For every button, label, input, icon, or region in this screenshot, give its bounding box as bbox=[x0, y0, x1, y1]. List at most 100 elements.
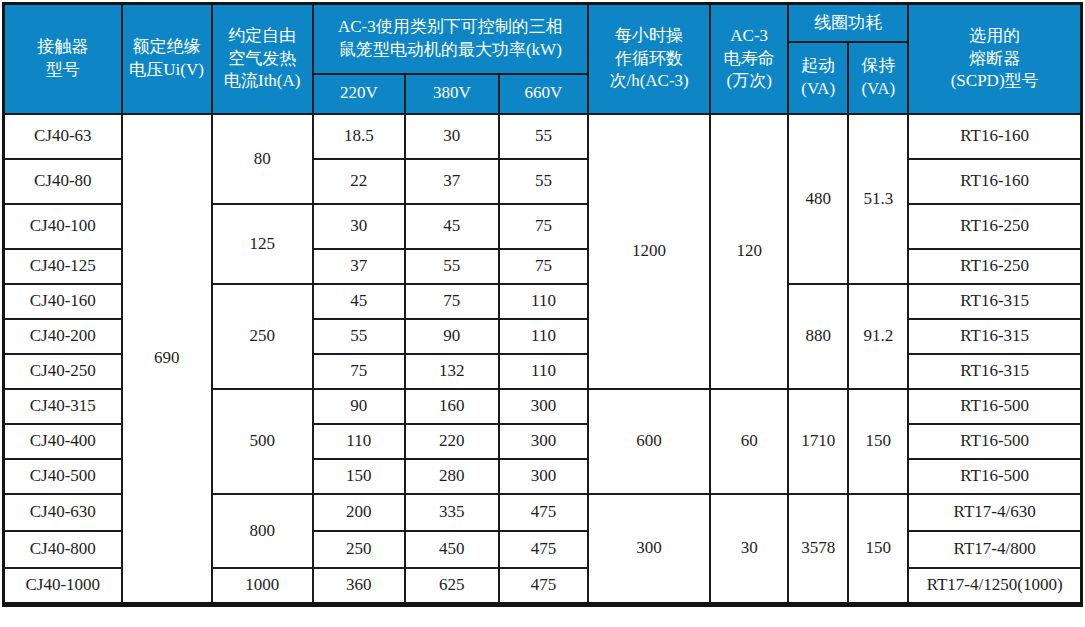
cell-fuse: RT16-250 bbox=[908, 204, 1081, 249]
cell-model: CJ40-200 bbox=[4, 319, 122, 354]
cell-fuse: RT16-500 bbox=[908, 424, 1081, 459]
cell-power-660: 300 bbox=[499, 389, 588, 424]
cell-power-660: 110 bbox=[499, 284, 588, 319]
cell-ith-group: 800 bbox=[212, 494, 313, 568]
cell-fuse: RT16-315 bbox=[908, 319, 1081, 354]
cell-fuse: RT17-4/800 bbox=[908, 531, 1081, 568]
header-coil-power: 线圈功耗 bbox=[788, 4, 908, 42]
table-body: CJ40-63 690 80 18.5 30 55 1200 120 480 5… bbox=[4, 114, 1082, 605]
cell-coil-hold-group: 51.3 bbox=[848, 114, 908, 284]
cell-power-380: 90 bbox=[405, 319, 499, 354]
header-operating-cycles: 每小时操 作循环数 次/h(AC-3) bbox=[588, 4, 710, 114]
cell-model: CJ40-630 bbox=[4, 494, 122, 531]
cell-fuse: RT17-4/630 bbox=[908, 494, 1081, 531]
header-380v: 380V bbox=[405, 74, 499, 114]
cell-power-380: 220 bbox=[405, 424, 499, 459]
cell-coil-hold-group: 91.2 bbox=[848, 284, 908, 389]
contactor-spec-table: 接触器 型号 额定绝缘 电压Ui(V) 约定自由 空气发热 电流Ith(A) A… bbox=[2, 2, 1083, 607]
cell-power-660: 475 bbox=[499, 568, 588, 605]
cell-power-220: 250 bbox=[313, 531, 405, 568]
cell-power-220: 37 bbox=[313, 249, 405, 284]
cell-fuse: RT16-500 bbox=[908, 459, 1081, 494]
cell-cycles-group: 600 bbox=[588, 389, 710, 494]
cell-cycles-group: 300 bbox=[588, 494, 710, 605]
cell-power-380: 75 bbox=[405, 284, 499, 319]
cell-power-220: 75 bbox=[313, 354, 405, 389]
cell-model: CJ40-63 bbox=[4, 114, 122, 159]
cell-model: CJ40-100 bbox=[4, 204, 122, 249]
header-conventional-thermal-current: 约定自由 空气发热 电流Ith(A) bbox=[212, 4, 313, 114]
cell-power-220: 90 bbox=[313, 389, 405, 424]
cell-ui-voltage: 690 bbox=[122, 114, 212, 605]
cell-life-group: 30 bbox=[710, 494, 788, 605]
cell-power-220: 55 bbox=[313, 319, 405, 354]
cell-power-380: 280 bbox=[405, 459, 499, 494]
cell-power-220: 30 bbox=[313, 204, 405, 249]
header-coil-start: 起动 (VA) bbox=[788, 42, 848, 114]
cell-model: CJ40-500 bbox=[4, 459, 122, 494]
cell-power-380: 160 bbox=[405, 389, 499, 424]
cell-life-group: 120 bbox=[710, 114, 788, 389]
cell-model: CJ40-125 bbox=[4, 249, 122, 284]
cell-power-220: 360 bbox=[313, 568, 405, 605]
header-fuse-model: 选用的 熔断器 (SCPD)型号 bbox=[908, 4, 1081, 114]
cell-model: CJ40-1000 bbox=[4, 568, 122, 605]
cell-ith-group: 80 bbox=[212, 114, 313, 204]
header-row-1: 接触器 型号 额定绝缘 电压Ui(V) 约定自由 空气发热 电流Ith(A) A… bbox=[4, 4, 1082, 42]
cell-power-660: 75 bbox=[499, 204, 588, 249]
cell-power-380: 625 bbox=[405, 568, 499, 605]
cell-coil-start-group: 3578 bbox=[788, 494, 848, 605]
cell-ith-group: 125 bbox=[212, 204, 313, 284]
table-row: CJ40-63 690 80 18.5 30 55 1200 120 480 5… bbox=[4, 114, 1082, 159]
cell-power-660: 475 bbox=[499, 531, 588, 568]
cell-power-660: 55 bbox=[499, 159, 588, 204]
header-electrical-life: AC-3 电寿命 (万次) bbox=[710, 4, 788, 114]
cell-power-380: 55 bbox=[405, 249, 499, 284]
cell-power-380: 132 bbox=[405, 354, 499, 389]
cell-ith-group: 1000 bbox=[212, 568, 313, 605]
cell-fuse: RT17-4/1250(1000) bbox=[908, 568, 1081, 605]
header-ac3-max-power: AC-3使用类别下可控制的三相 鼠笼型电动机的最大功率(kW) bbox=[313, 4, 588, 74]
header-rated-insulation-voltage: 额定绝缘 电压Ui(V) bbox=[122, 4, 212, 114]
cell-power-220: 18.5 bbox=[313, 114, 405, 159]
cell-power-220: 200 bbox=[313, 494, 405, 531]
header-660v: 660V bbox=[499, 74, 588, 114]
cell-power-660: 300 bbox=[499, 459, 588, 494]
cell-coil-start-group: 480 bbox=[788, 114, 848, 284]
cell-power-380: 450 bbox=[405, 531, 499, 568]
cell-model: CJ40-800 bbox=[4, 531, 122, 568]
cell-power-220: 110 bbox=[313, 424, 405, 459]
cell-fuse: RT16-500 bbox=[908, 389, 1081, 424]
cell-coil-hold-group: 150 bbox=[848, 494, 908, 605]
cell-ith-group: 500 bbox=[212, 389, 313, 494]
cell-power-660: 75 bbox=[499, 249, 588, 284]
cell-power-220: 45 bbox=[313, 284, 405, 319]
cell-power-660: 110 bbox=[499, 319, 588, 354]
cell-power-380: 37 bbox=[405, 159, 499, 204]
cell-cycles-group: 1200 bbox=[588, 114, 710, 389]
cell-fuse: RT16-315 bbox=[908, 284, 1081, 319]
cell-fuse: RT16-160 bbox=[908, 114, 1081, 159]
cell-fuse: RT16-250 bbox=[908, 249, 1081, 284]
header-contactor-model: 接触器 型号 bbox=[4, 4, 122, 114]
cell-power-220: 150 bbox=[313, 459, 405, 494]
cell-power-380: 30 bbox=[405, 114, 499, 159]
cell-model: CJ40-315 bbox=[4, 389, 122, 424]
cell-coil-hold-group: 150 bbox=[848, 389, 908, 494]
cell-ith-group: 250 bbox=[212, 284, 313, 389]
header-220v: 220V bbox=[313, 74, 405, 114]
cell-power-660: 110 bbox=[499, 354, 588, 389]
cell-life-group: 60 bbox=[710, 389, 788, 494]
cell-fuse: RT16-315 bbox=[908, 354, 1081, 389]
cell-power-660: 55 bbox=[499, 114, 588, 159]
cell-power-380: 45 bbox=[405, 204, 499, 249]
cell-power-220: 22 bbox=[313, 159, 405, 204]
cell-model: CJ40-250 bbox=[4, 354, 122, 389]
cell-power-660: 300 bbox=[499, 424, 588, 459]
cell-power-660: 475 bbox=[499, 494, 588, 531]
contactor-spec-page: 接触器 型号 额定绝缘 电压Ui(V) 约定自由 空气发热 电流Ith(A) A… bbox=[0, 0, 1085, 627]
cell-model: CJ40-160 bbox=[4, 284, 122, 319]
cell-fuse: RT16-160 bbox=[908, 159, 1081, 204]
cell-coil-start-group: 1710 bbox=[788, 389, 848, 494]
table-header: 接触器 型号 额定绝缘 电压Ui(V) 约定自由 空气发热 电流Ith(A) A… bbox=[4, 4, 1082, 114]
